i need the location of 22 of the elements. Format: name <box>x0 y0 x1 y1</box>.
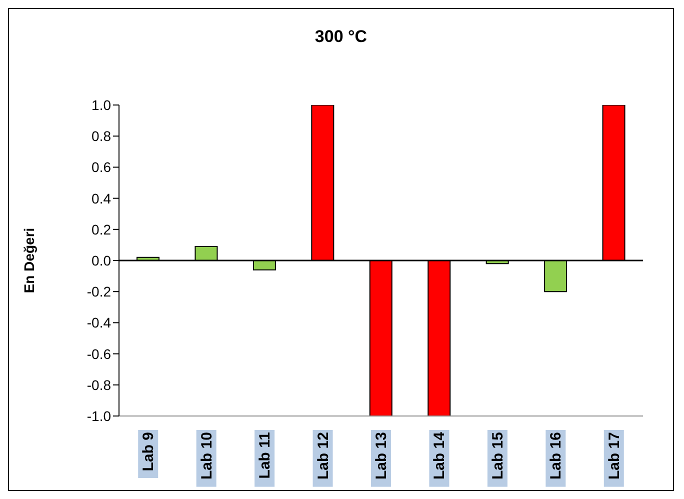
y-tick-label: 0.2 <box>92 221 112 238</box>
x-tick-label: Lab 14 <box>431 431 448 480</box>
y-tick-label: 0.8 <box>92 128 112 144</box>
y-tick-label: -0.2 <box>86 284 112 300</box>
x-tick-label: Lab 10 <box>198 432 216 480</box>
x-tick-label: Lab 9 <box>140 432 158 472</box>
x-tick-label: Lab 17 <box>606 432 623 480</box>
y-tick-label: -1.0 <box>86 408 112 424</box>
y-tick-label: 0.4 <box>92 190 112 206</box>
y-tick-label: 0.0 <box>92 252 112 268</box>
y-tick-label: 1.0 <box>92 96 112 113</box>
y-tick-label: -0.4 <box>86 314 112 331</box>
x-tick-label: Lab 15 <box>489 432 506 480</box>
y-tick-label: 0.6 <box>92 159 112 176</box>
x-tick-label: Lab 16 <box>548 432 565 480</box>
y-axis-title: En Değeri <box>20 228 37 294</box>
y-tick-label: -0.6 <box>86 346 112 362</box>
x-tick-label: Lab 12 <box>314 432 332 480</box>
x-tick-label: Lab 11 <box>256 432 274 479</box>
y-tick-label: -0.8 <box>86 376 112 393</box>
x-tick-label: Lab 13 <box>373 432 390 480</box>
chart-title: 300 °C <box>314 27 368 47</box>
